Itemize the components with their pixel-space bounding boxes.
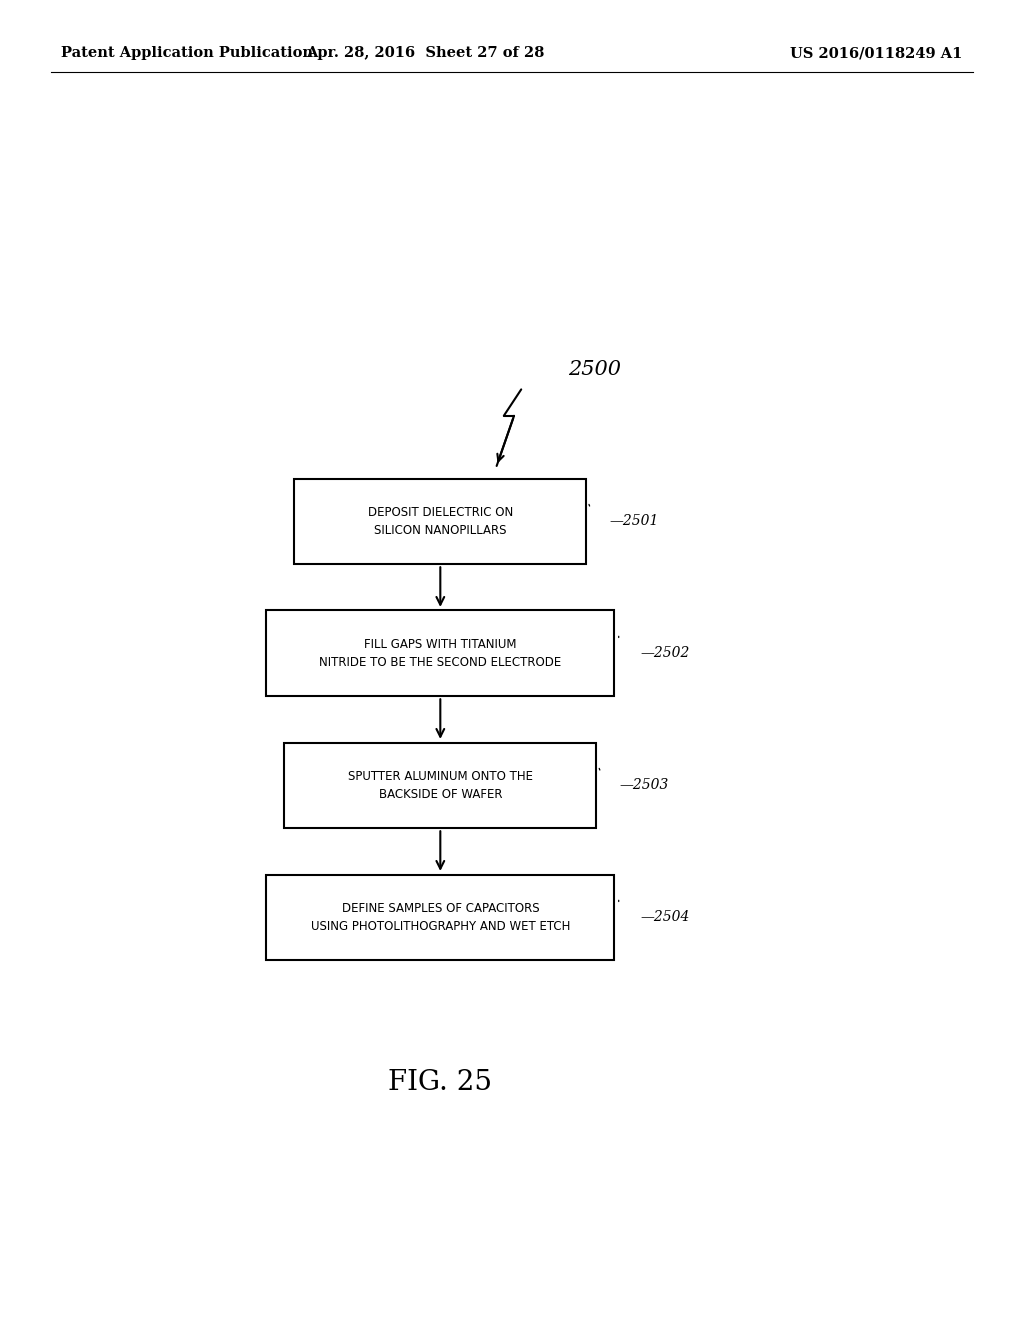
Text: —2501: —2501 bbox=[609, 515, 658, 528]
Text: Patent Application Publication: Patent Application Publication bbox=[61, 46, 313, 61]
Bar bbox=[266, 875, 614, 961]
Text: —2502: —2502 bbox=[640, 647, 689, 660]
Bar bbox=[266, 610, 614, 697]
Text: US 2016/0118249 A1: US 2016/0118249 A1 bbox=[791, 46, 963, 61]
Text: —2504: —2504 bbox=[640, 911, 689, 924]
Text: 2500: 2500 bbox=[568, 360, 622, 379]
Text: FIG. 25: FIG. 25 bbox=[388, 1069, 493, 1096]
Text: DEPOSIT DIELECTRIC ON
SILICON NANOPILLARS: DEPOSIT DIELECTRIC ON SILICON NANOPILLAR… bbox=[368, 506, 513, 537]
Text: FILL GAPS WITH TITANIUM
NITRIDE TO BE THE SECOND ELECTRODE: FILL GAPS WITH TITANIUM NITRIDE TO BE TH… bbox=[319, 638, 561, 669]
Text: DEFINE SAMPLES OF CAPACITORS
USING PHOTOLITHOGRAPHY AND WET ETCH: DEFINE SAMPLES OF CAPACITORS USING PHOTO… bbox=[310, 902, 570, 933]
Bar bbox=[295, 479, 586, 565]
Bar bbox=[284, 742, 596, 829]
Text: SPUTTER ALUMINUM ONTO THE
BACKSIDE OF WAFER: SPUTTER ALUMINUM ONTO THE BACKSIDE OF WA… bbox=[348, 770, 532, 801]
Text: Apr. 28, 2016  Sheet 27 of 28: Apr. 28, 2016 Sheet 27 of 28 bbox=[306, 46, 544, 61]
Text: —2503: —2503 bbox=[620, 779, 669, 792]
